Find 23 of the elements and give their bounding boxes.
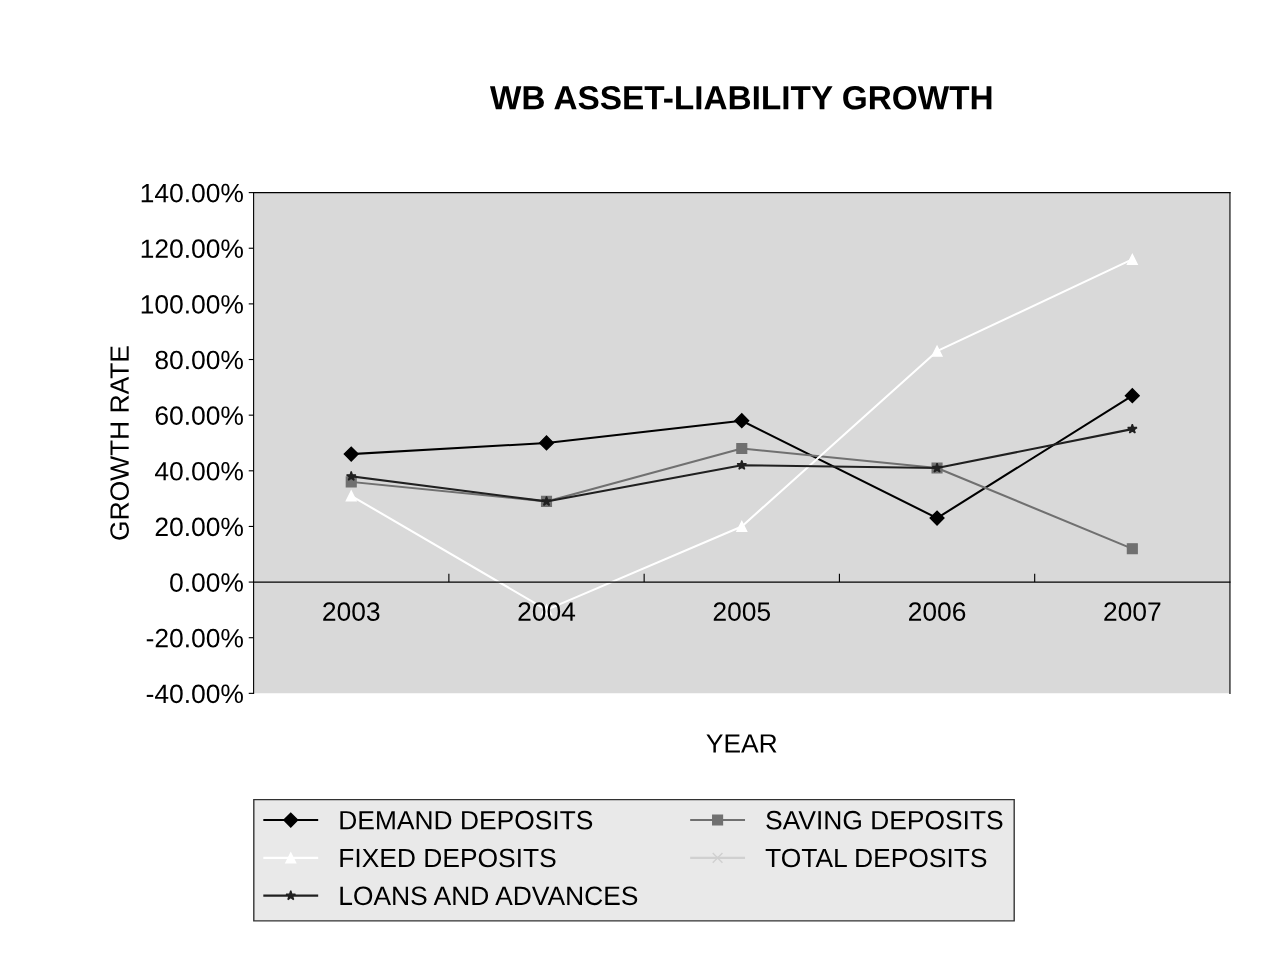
legend-label: DEMAND DEPOSITS [340, 810, 593, 830]
x-tick-label: 2006 [909, 602, 966, 621]
y-axis-title: GROWTH RATE [110, 346, 129, 540]
x-axis-title: YEAR [706, 734, 777, 753]
x-tick-label: 2003 [323, 602, 380, 621]
y-tick-label: 120.00% [141, 239, 243, 259]
y-tick-label: 0.00% [170, 573, 243, 592]
x-tick-label: 2007 [1104, 602, 1161, 621]
y-tick-label: 60.00% [155, 406, 243, 425]
chart-title: WB ASSET-LIABILITY GROWTH [489, 85, 992, 110]
y-tick-label: -20.00% [146, 628, 243, 648]
y-tick-label: 40.00% [154, 461, 243, 481]
y-tick-label: 20.00% [155, 517, 243, 537]
x-tick-label: 2004 [518, 602, 576, 621]
legend-label: LOANS AND ADVANCES [340, 886, 638, 906]
legend-label: SAVING DEPOSITS [766, 810, 1003, 830]
y-tick-label: 140.00% [141, 183, 243, 203]
legend-label: TOTAL DEPOSITS [765, 848, 987, 868]
y-tick-label: 100.00% [141, 295, 243, 314]
y-tick-label: -40.00% [146, 684, 243, 704]
x-tick-label: 2005 [713, 602, 771, 621]
y-tick-label: 80.00% [155, 350, 243, 370]
legend-label: FIXED DEPOSITS [340, 848, 556, 868]
